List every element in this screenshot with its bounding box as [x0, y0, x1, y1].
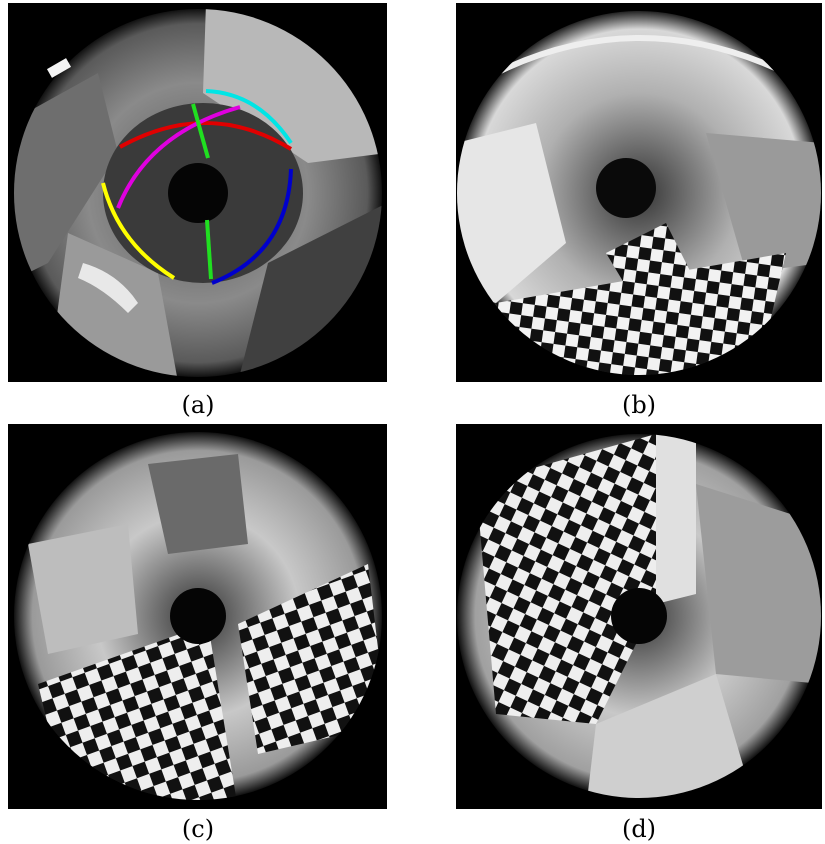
fisheye-image-c: [8, 424, 387, 809]
caption-a: (a): [181, 391, 215, 419]
fisheye-image-b: [456, 3, 822, 382]
caption-c: (c): [181, 815, 215, 843]
fisheye-image-a: [8, 3, 387, 382]
cyan-curve: [205, 89, 293, 145]
caption-b: (b): [621, 391, 657, 419]
magenta-curve: [116, 105, 241, 209]
green-curve-top: [191, 103, 210, 159]
fisheye-scene-c: [8, 424, 387, 809]
fisheye-image-d: [456, 424, 822, 809]
fisheye-scene-b: [456, 3, 822, 382]
fisheye-scene-a: [8, 3, 387, 382]
blue-curve: [211, 168, 293, 285]
red-curve: [119, 121, 293, 151]
caption-d: (d): [621, 815, 657, 843]
yellow-curve: [101, 182, 176, 280]
fisheye-scene-d: [456, 424, 822, 809]
green-curve-bottom: [205, 219, 213, 280]
